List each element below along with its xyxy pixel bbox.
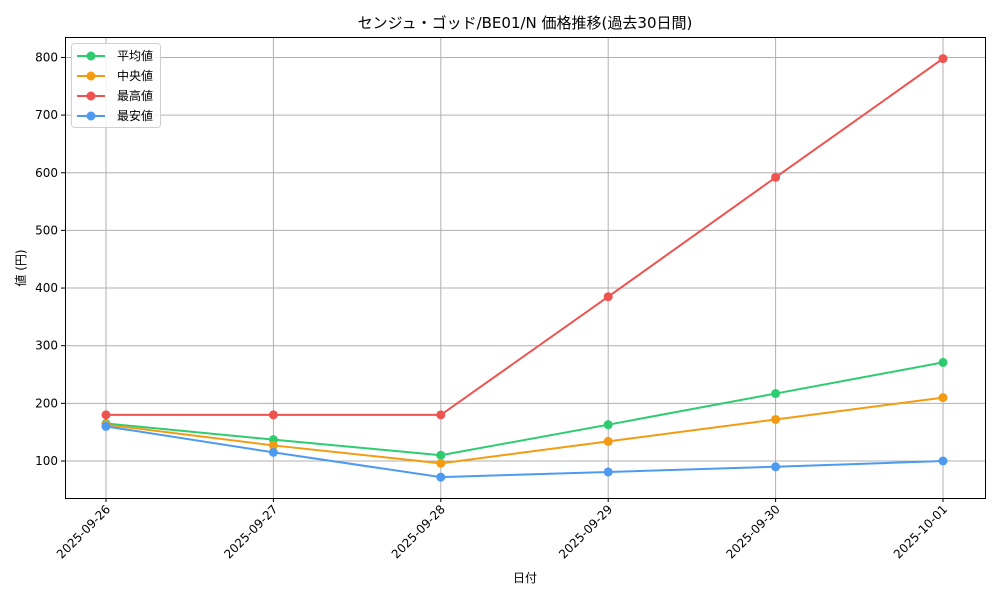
legend-label: 最安値 [117,108,153,123]
y-tick-label: 800 [35,50,58,64]
series-3 [101,421,948,482]
data-point [268,440,278,450]
data-point [101,410,111,420]
chart-title: センジュ・ゴッド/BE01/N 価格推移(過去30日間) [357,14,693,32]
data-point [101,421,111,431]
data-point [603,436,613,446]
series-line [105,425,944,479]
series-1 [101,393,948,468]
x-tick-label: 2025-09-28 [389,502,448,561]
plot-frame [65,37,986,499]
y-tick-label: 100 [35,454,58,468]
y-axis: 100 200 300 400 500 600 700 800 [35,50,65,468]
x-tick-label: 2025-09-30 [724,502,783,561]
series-line [105,396,944,465]
legend-item: 中央値 [77,68,153,83]
x-tick-label: 2025-09-29 [556,502,615,561]
data-point [938,456,948,466]
legend-item: 最安値 [77,108,153,123]
legend-marker [86,71,96,81]
data-point [268,447,278,457]
legend-marker [86,111,96,121]
series-line [105,361,944,457]
legend-box [71,43,161,128]
series-line [106,57,944,416]
data-point [436,472,446,482]
grid-lines [65,37,985,498]
y-tick-label: 400 [35,281,58,295]
data-point [603,467,613,477]
data-point [771,389,781,399]
data-point [938,54,948,64]
y-tick-label: 500 [35,223,58,237]
x-tick-label: 2025-09-27 [221,502,280,561]
data-point [268,410,278,420]
legend-item: 平均値 [77,48,153,63]
x-tick-label: 2025-10-01 [891,502,950,561]
y-axis-label: 値 (円) [13,249,28,286]
data-point [771,172,781,182]
y-tick-label: 700 [35,108,58,122]
data-point [603,420,613,430]
series-2 [101,54,948,420]
data-point [436,410,446,420]
y-tick-label: 300 [35,339,58,353]
y-tick-label: 600 [35,166,58,180]
data-point [938,357,948,367]
legend-marker [86,91,96,101]
data-point [603,292,613,302]
y-tick-label: 200 [35,396,58,410]
data-point [436,450,446,460]
x-axis: 2025-09-26 2025-09-27 2025-09-28 2025-09-29… [54,498,950,561]
data-point [771,462,781,472]
x-tick-label: 2025-09-26 [54,502,113,561]
x-axis-label: 日付 [513,571,537,585]
legend-label: 最高値 [117,88,153,103]
data-point [771,414,781,424]
data-point [938,393,948,403]
data-series [101,54,948,482]
data-point [436,458,446,468]
legend-label: 中央値 [117,68,153,83]
legend-item: 最高値 [77,88,153,103]
legend-marker [86,51,96,61]
legend-label: 平均値 [117,48,153,63]
